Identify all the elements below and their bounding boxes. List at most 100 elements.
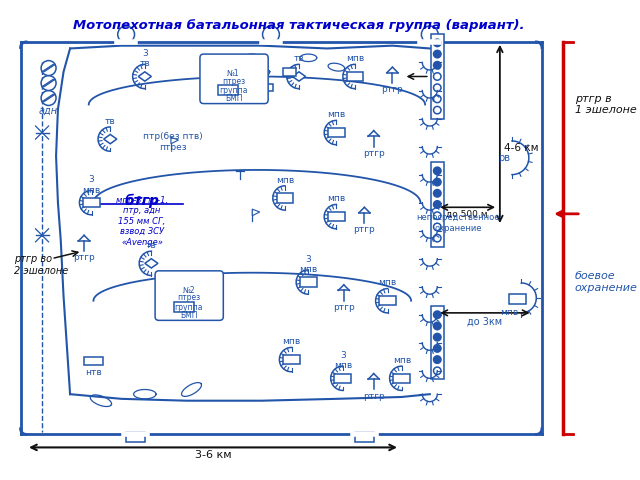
- Bar: [260, 84, 273, 92]
- Bar: [431, 306, 444, 379]
- Bar: [126, 432, 145, 442]
- Bar: [509, 294, 526, 303]
- Circle shape: [433, 311, 441, 319]
- Bar: [174, 301, 195, 312]
- Text: 3
мпв: 3 мпв: [300, 254, 317, 274]
- Circle shape: [433, 167, 441, 175]
- FancyBboxPatch shape: [155, 271, 223, 320]
- Text: бтгр: бтгр: [125, 193, 159, 208]
- Text: ртгр в
1 эшелоне: ртгр в 1 эшелоне: [575, 94, 636, 115]
- Text: тв: тв: [294, 54, 305, 63]
- Text: ртгр: ртгр: [381, 85, 403, 94]
- Text: мпв: мпв: [379, 278, 397, 288]
- Circle shape: [433, 345, 441, 352]
- Polygon shape: [171, 137, 179, 144]
- Bar: [283, 355, 300, 364]
- Bar: [431, 35, 444, 119]
- Bar: [347, 72, 364, 81]
- Circle shape: [433, 179, 441, 186]
- Bar: [232, 68, 244, 75]
- Text: мпв: мпв: [392, 356, 411, 365]
- Circle shape: [433, 322, 441, 330]
- Bar: [431, 162, 444, 247]
- Text: птрез: птрез: [177, 293, 200, 302]
- Bar: [394, 373, 410, 383]
- Text: ртгр: ртгр: [353, 225, 375, 234]
- Polygon shape: [145, 259, 158, 268]
- Bar: [355, 432, 374, 442]
- Text: группа: группа: [175, 303, 203, 312]
- Polygon shape: [104, 134, 116, 144]
- Circle shape: [41, 91, 56, 106]
- Text: птрез: птрез: [222, 77, 245, 85]
- Text: №2: №2: [182, 286, 195, 295]
- Text: ртгр: ртгр: [73, 253, 95, 262]
- Bar: [328, 128, 345, 137]
- Text: ртгр: ртгр: [363, 392, 385, 400]
- Polygon shape: [292, 72, 305, 81]
- Circle shape: [41, 60, 56, 75]
- Circle shape: [433, 223, 441, 231]
- Text: птр(без птв)
птрез: птр(без птв) птрез: [143, 132, 203, 152]
- Circle shape: [433, 84, 441, 92]
- Text: нтв: нтв: [85, 368, 102, 377]
- Text: мпв: мпв: [327, 194, 346, 204]
- Bar: [380, 296, 396, 305]
- Polygon shape: [138, 72, 152, 81]
- Circle shape: [433, 367, 441, 374]
- Bar: [276, 193, 293, 203]
- Text: боевое
охранение: боевое охранение: [575, 271, 637, 293]
- Text: 4-6 км: 4-6 км: [504, 144, 539, 154]
- Circle shape: [433, 95, 441, 103]
- Bar: [328, 212, 345, 221]
- Circle shape: [433, 107, 441, 114]
- Text: №1: №1: [227, 69, 240, 78]
- Circle shape: [118, 26, 134, 43]
- Bar: [83, 198, 100, 207]
- Text: мпв: мпв: [327, 110, 346, 120]
- Text: мпр-3, тр-1,
птр, адн
155 мм СГ,
взвод ЗСУ
«Avenge»: мпр-3, тр-1, птр, адн 155 мм СГ, взвод З…: [116, 196, 168, 247]
- Circle shape: [433, 190, 441, 197]
- Text: непосредственное
охранение: непосредственное охранение: [416, 214, 500, 233]
- Circle shape: [421, 26, 438, 43]
- Text: 3
мпв: 3 мпв: [83, 175, 100, 194]
- Circle shape: [433, 61, 441, 69]
- Text: 3
мпв: 3 мпв: [334, 351, 352, 370]
- Circle shape: [433, 73, 441, 80]
- Text: мпв: мпв: [276, 176, 294, 185]
- Circle shape: [433, 234, 441, 242]
- Circle shape: [262, 26, 280, 43]
- Text: адн: адн: [39, 106, 58, 116]
- Circle shape: [41, 75, 56, 91]
- Text: ртгр: ртгр: [333, 303, 355, 312]
- Circle shape: [433, 201, 441, 208]
- Text: рв: рв: [499, 153, 511, 163]
- Text: ртгр во
2 эшелоне: ртгр во 2 эшелоне: [14, 254, 68, 276]
- Text: мпв: мпв: [346, 54, 364, 63]
- Text: БМП: БМП: [225, 95, 243, 103]
- Circle shape: [433, 50, 441, 58]
- Circle shape: [433, 334, 441, 341]
- Bar: [218, 85, 238, 95]
- Polygon shape: [252, 209, 260, 216]
- Text: БМП: БМП: [180, 311, 198, 320]
- Circle shape: [433, 39, 441, 47]
- Bar: [300, 277, 317, 287]
- Circle shape: [433, 212, 441, 219]
- Circle shape: [433, 356, 441, 363]
- Text: до 500 м: до 500 м: [446, 210, 488, 219]
- Text: ртгр: ртгр: [363, 149, 385, 157]
- Text: группа: группа: [220, 86, 248, 95]
- Text: тв: тв: [105, 117, 116, 126]
- Text: Мотопехотная батальонная тактическая группа (вариант).: Мотопехотная батальонная тактическая гру…: [73, 19, 525, 32]
- Bar: [283, 68, 296, 75]
- Text: тв: тв: [146, 241, 157, 250]
- Text: мпв: мпв: [282, 337, 301, 347]
- Text: 3-6 км: 3-6 км: [195, 450, 231, 460]
- FancyBboxPatch shape: [200, 54, 268, 104]
- Bar: [335, 373, 351, 383]
- Text: 3
тв: 3 тв: [140, 49, 150, 69]
- Text: до 3км: до 3км: [467, 316, 502, 326]
- Bar: [84, 357, 103, 365]
- Text: мпв: мпв: [500, 308, 518, 317]
